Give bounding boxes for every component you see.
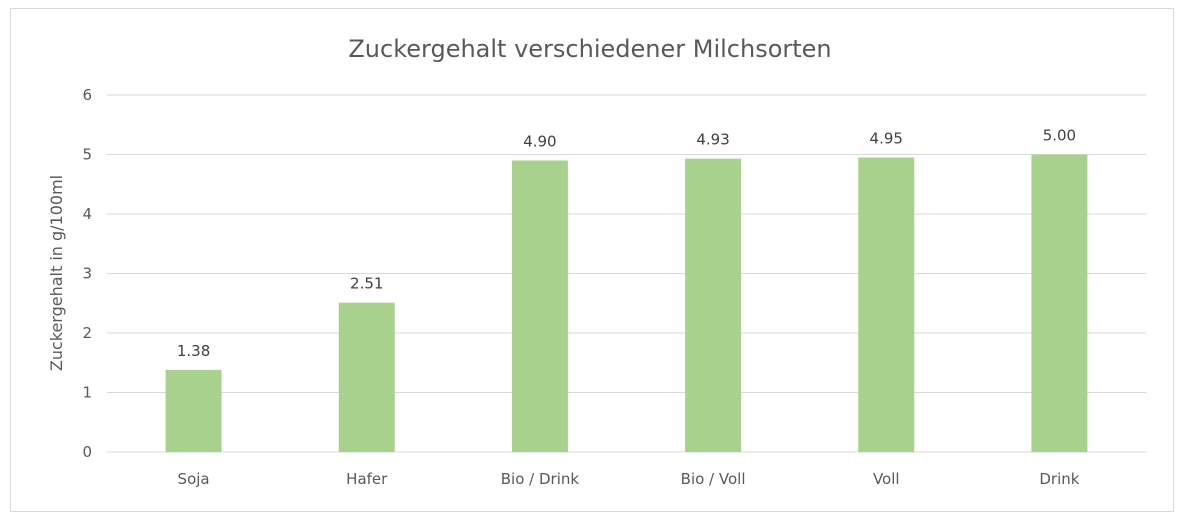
- data-label: 2.51: [350, 275, 383, 293]
- tick-labels: 0 1 2 3 4 5 6 Soja Hafer Bio / Drink Bio / Voll Vol…: [82, 86, 1079, 488]
- bar: [1031, 154, 1088, 452]
- x-tick-label: Soja: [178, 470, 210, 488]
- y-tick-label: 1: [82, 384, 92, 402]
- x-tick-label: Bio / Drink: [501, 470, 580, 488]
- x-tick-label: Hafer: [346, 470, 388, 488]
- bar: [685, 158, 742, 453]
- bar: [165, 369, 222, 452]
- data-label: 1.38: [177, 342, 210, 360]
- data-label: 4.95: [870, 129, 903, 147]
- y-tick-label: 4: [82, 205, 92, 223]
- gridlines: [107, 94, 1146, 453]
- y-tick-label: 5: [82, 146, 92, 164]
- x-tick-label: Bio / Voll: [681, 470, 746, 488]
- data-label: 5.00: [1043, 127, 1076, 145]
- y-axis-label: Zuckergehalt in g/100ml: [47, 175, 66, 371]
- bar: [338, 302, 395, 452]
- y-tick-label: 6: [82, 86, 92, 104]
- y-tick-label: 2: [82, 324, 92, 342]
- x-tick-label: Drink: [1039, 470, 1079, 488]
- data-label: 4.93: [696, 131, 729, 149]
- bars: [165, 154, 1088, 453]
- y-tick-label: 0: [82, 443, 92, 461]
- bar: [858, 157, 915, 452]
- data-label: 4.90: [523, 132, 556, 150]
- bar: [511, 160, 568, 452]
- x-tick-label: Voll: [873, 470, 900, 488]
- data-labels: 1.38 2.51 4.90 4.93 4.95 5.00: [177, 127, 1076, 360]
- y-tick-label: 3: [82, 265, 92, 283]
- chart-title: Zuckergehalt verschiedener Milchsorten: [348, 35, 831, 63]
